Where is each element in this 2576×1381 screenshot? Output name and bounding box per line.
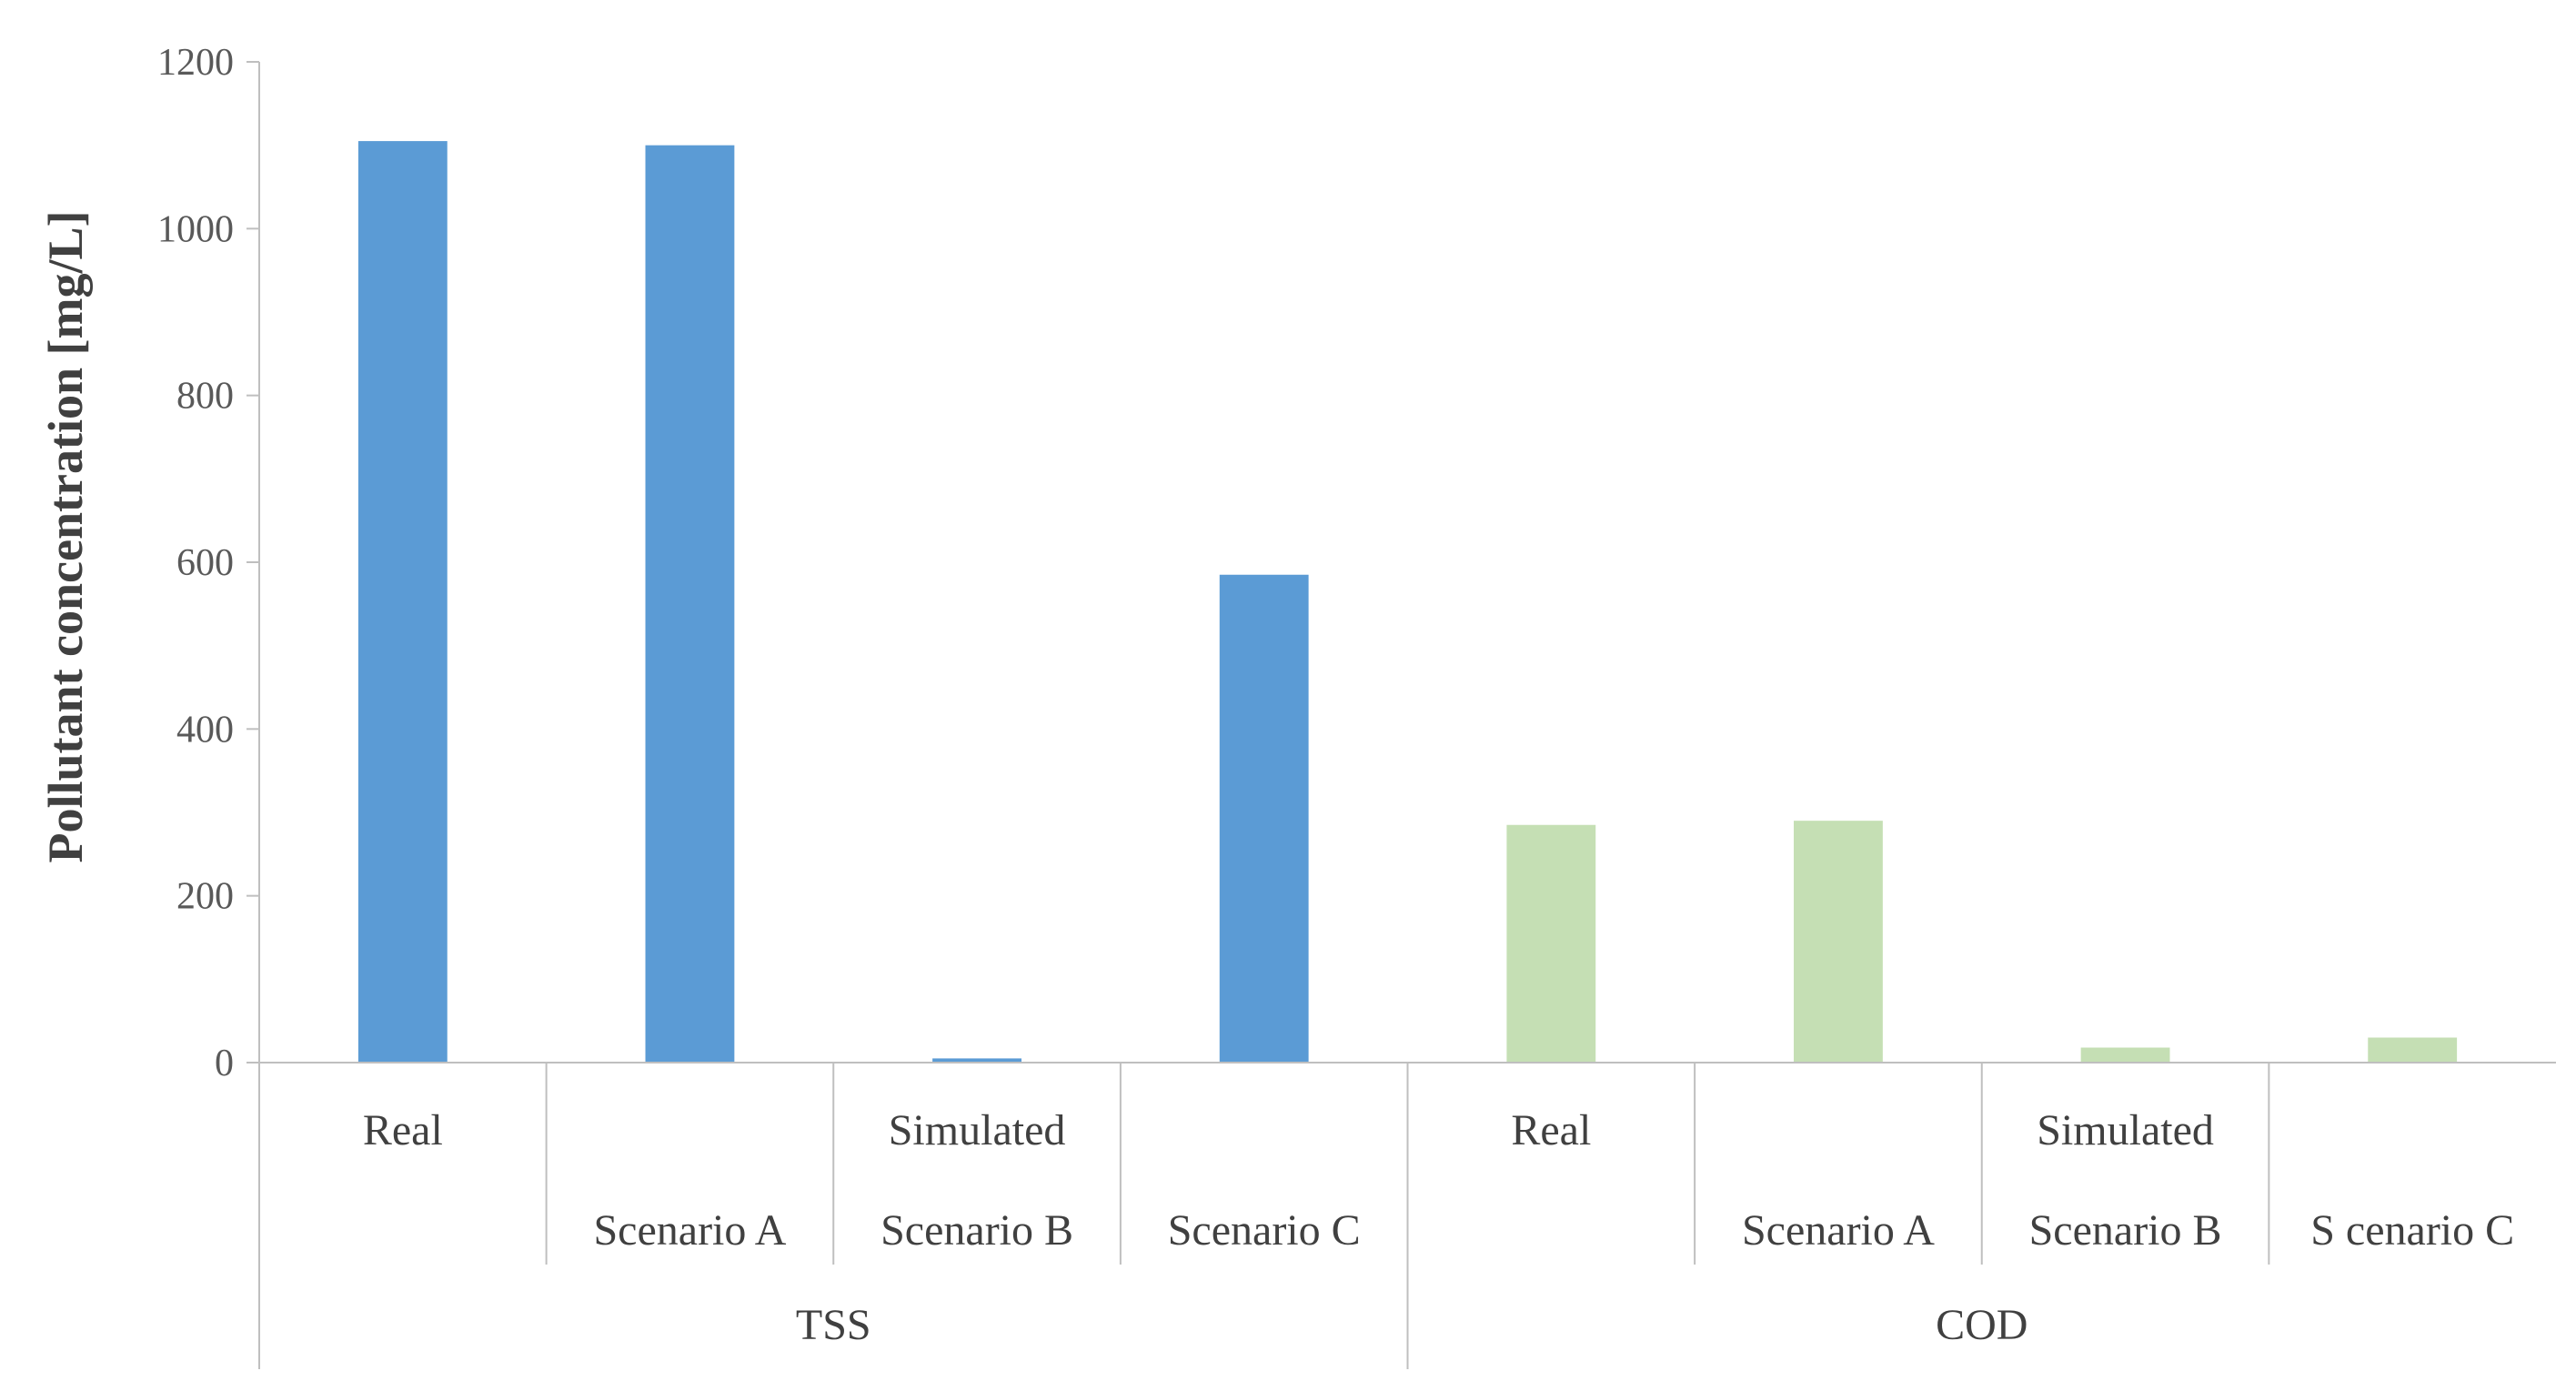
bar bbox=[1219, 574, 1309, 1063]
bar bbox=[1506, 824, 1596, 1063]
y-tick-label: 1000 bbox=[157, 208, 234, 250]
y-tick-label: 400 bbox=[176, 709, 234, 751]
x-category-label-top: Real bbox=[1511, 1106, 1591, 1154]
y-tick-label: 600 bbox=[176, 542, 234, 584]
x-category-label-top: Real bbox=[363, 1106, 443, 1154]
y-axis: 0 200 400 600 800 1000 1200 bbox=[157, 42, 260, 1369]
x-axis: Real Scenario A Simulated Scenario B Scenari… bbox=[259, 1062, 2556, 1369]
x-group-label: TSS bbox=[796, 1301, 871, 1349]
y-tick-label: 800 bbox=[176, 376, 234, 418]
y-tick-label: 0 bbox=[215, 1043, 234, 1084]
bar bbox=[357, 141, 448, 1063]
x-category-label-bottom: S cenario C bbox=[2310, 1206, 2514, 1255]
bars bbox=[357, 141, 2458, 1063]
bar bbox=[2368, 1037, 2458, 1063]
x-category-label-top: Simulated bbox=[2037, 1106, 2214, 1154]
x-group-label: COD bbox=[1936, 1301, 2028, 1349]
x-category-label-bottom: Scenario C bbox=[1168, 1206, 1361, 1255]
bar bbox=[2080, 1047, 2170, 1063]
bar bbox=[932, 1058, 1021, 1063]
y-axis-label: Pollutant concentration [mg/L] bbox=[38, 211, 93, 863]
x-category-label-bottom: Scenario A bbox=[593, 1206, 786, 1255]
bar bbox=[1794, 821, 1883, 1063]
y-tick-label: 200 bbox=[176, 876, 234, 918]
x-category-label-bottom: Scenario B bbox=[2029, 1206, 2222, 1255]
x-category-label-bottom: Scenario A bbox=[1742, 1206, 1935, 1255]
x-category-label-top: Simulated bbox=[889, 1106, 1066, 1154]
x-category-label-bottom: Scenario B bbox=[880, 1206, 1073, 1255]
bar bbox=[645, 145, 735, 1063]
y-tick-label: 1200 bbox=[157, 42, 234, 84]
